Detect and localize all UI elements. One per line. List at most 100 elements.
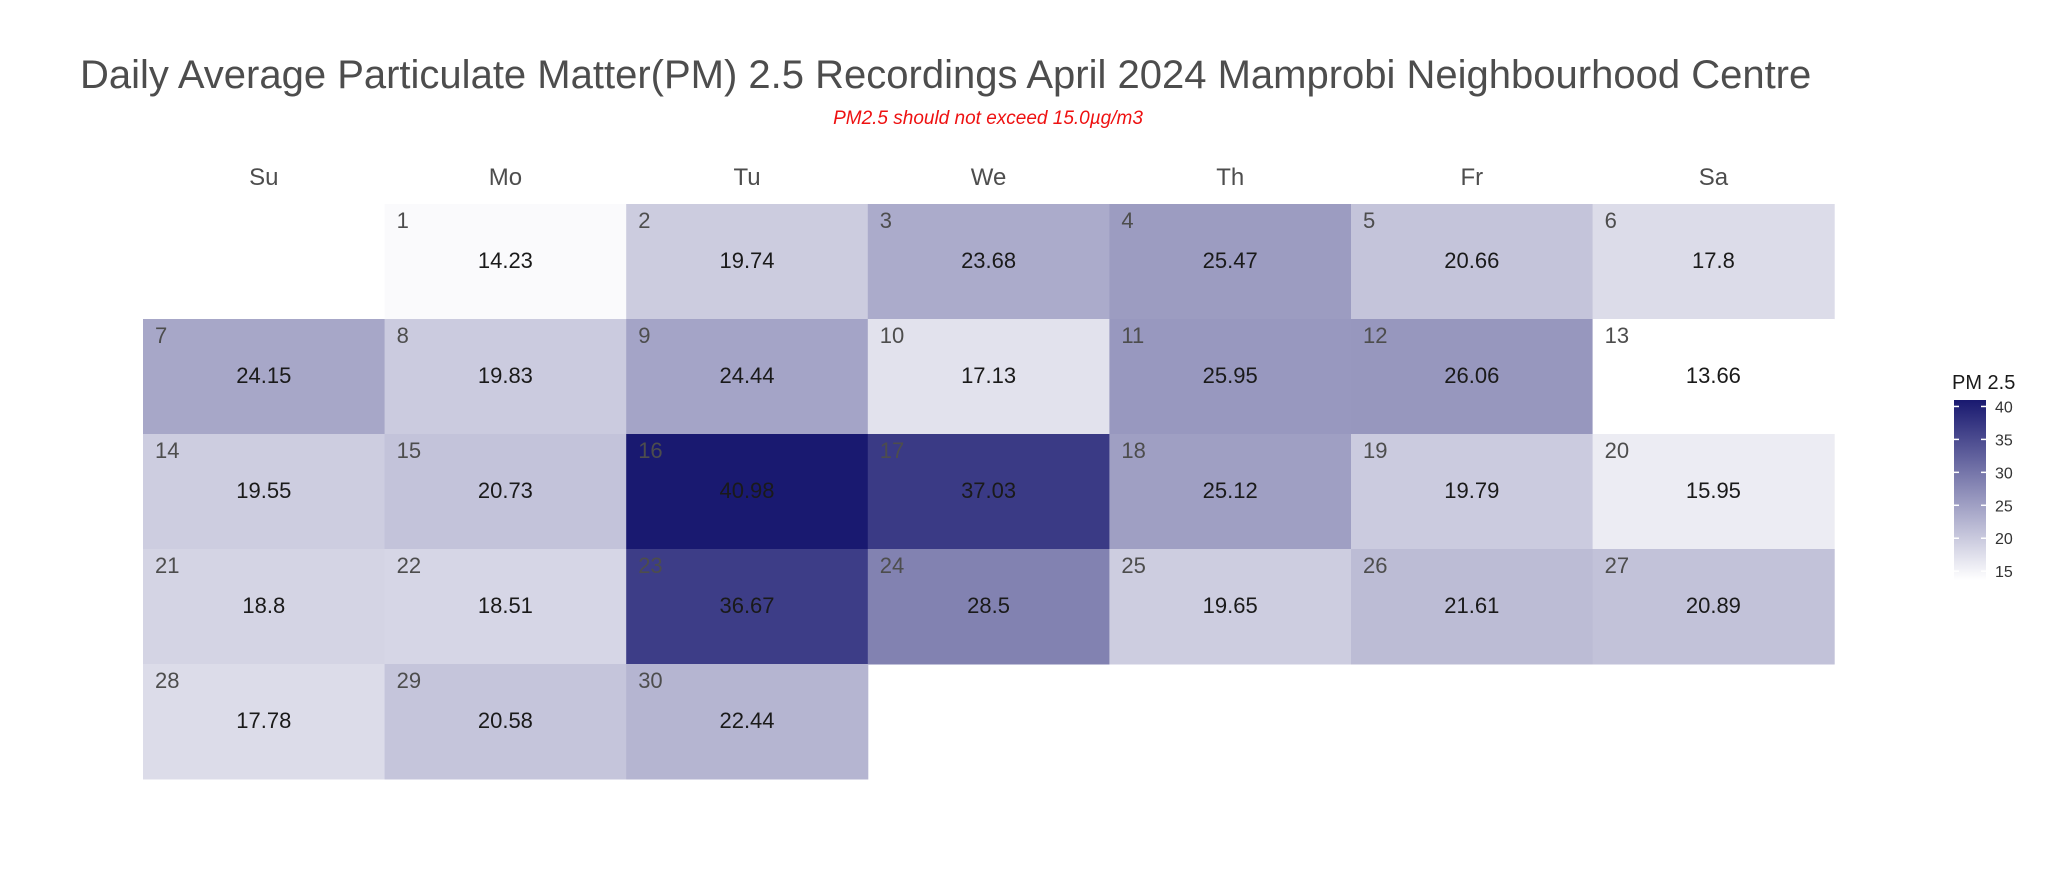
day-number-26: 26 bbox=[1363, 553, 1387, 578]
legend-ticks: 15 20 25 30 35 40 bbox=[1954, 399, 2013, 581]
day-value-15: 20.73 bbox=[478, 478, 533, 503]
day-number-11: 11 bbox=[1121, 323, 1144, 348]
day-value-9: 24.44 bbox=[719, 363, 774, 388]
day-value-26: 21.61 bbox=[1444, 593, 1499, 618]
weekday-header-mo: Mo bbox=[489, 164, 522, 191]
day-number-2: 2 bbox=[638, 208, 650, 233]
legend-tick-label-35: 35 bbox=[1995, 432, 2013, 449]
day-value-25: 19.65 bbox=[1203, 593, 1258, 618]
calendar-day-19: 19 19.79 bbox=[1351, 434, 1594, 550]
day-value-7: 24.15 bbox=[236, 363, 291, 388]
day-cell-6 bbox=[1592, 204, 1835, 320]
day-number-4: 4 bbox=[1121, 208, 1133, 233]
weekday-header-fr: Fr bbox=[1460, 164, 1483, 191]
day-value-4: 25.47 bbox=[1203, 248, 1258, 273]
calendar-day-9: 924.44 bbox=[626, 319, 869, 435]
calendar-day-4: 425.47 bbox=[1109, 204, 1352, 320]
legend-tick-label-20: 20 bbox=[1995, 531, 2013, 548]
day-cell-28 bbox=[143, 664, 386, 780]
day-cell-27 bbox=[1592, 549, 1835, 665]
day-cell-13 bbox=[1592, 319, 1835, 435]
day-number-29: 29 bbox=[397, 668, 421, 693]
calendar-day-21: 21 18.8 bbox=[143, 549, 386, 665]
legend-color-bar bbox=[1954, 400, 1986, 580]
day-cell-12 bbox=[1351, 319, 1594, 435]
calendar-cells: 114.23219.74323.68425.47520.66617.8724.1… bbox=[143, 204, 1835, 780]
weekday-header-sa: Sa bbox=[1699, 164, 1729, 191]
weekday-header-th: Th bbox=[1216, 164, 1244, 191]
day-cell-1 bbox=[384, 204, 627, 320]
day-cell-23 bbox=[626, 549, 869, 665]
calendar-day-5: 520.66 bbox=[1351, 204, 1594, 320]
day-number-22: 22 bbox=[397, 553, 421, 578]
day-value-24: 28.5 bbox=[967, 593, 1010, 618]
day-number-13: 13 bbox=[1605, 323, 1629, 348]
calendar-day-7: 724.15 bbox=[143, 319, 386, 435]
day-number-16: 16 bbox=[638, 438, 662, 463]
day-value-3: 23.68 bbox=[961, 248, 1016, 273]
day-value-16: 40.98 bbox=[719, 478, 774, 503]
legend-tick-label-40: 40 bbox=[1995, 399, 2013, 416]
calendar-day-22: 22 18.51 bbox=[384, 549, 627, 665]
day-number-7: 7 bbox=[155, 323, 167, 348]
day-cell-22 bbox=[384, 549, 627, 665]
calendar-day-25: 25 19.65 bbox=[1109, 549, 1352, 665]
day-value-21: 18.8 bbox=[242, 593, 285, 618]
day-number-14: 14 bbox=[155, 438, 179, 463]
day-number-8: 8 bbox=[397, 323, 409, 348]
day-value-27: 20.89 bbox=[1686, 593, 1741, 618]
day-value-30: 22.44 bbox=[719, 708, 774, 733]
day-value-5: 20.66 bbox=[1444, 248, 1499, 273]
day-number-9: 9 bbox=[638, 323, 650, 348]
calendar-day-12: 12 26.06 bbox=[1351, 319, 1594, 435]
day-cell-5 bbox=[1351, 204, 1594, 320]
day-value-18: 25.12 bbox=[1203, 478, 1258, 503]
day-value-29: 20.58 bbox=[478, 708, 533, 733]
day-cell-15 bbox=[384, 434, 627, 550]
day-cell-29 bbox=[384, 664, 627, 780]
day-cell-10 bbox=[867, 319, 1110, 435]
calendar-day-30: 30 22.44 bbox=[626, 664, 869, 780]
day-cell-24 bbox=[867, 549, 1110, 665]
calendar-day-28: 28 17.78 bbox=[143, 664, 386, 780]
day-number-28: 28 bbox=[155, 668, 179, 693]
legend: PM 2.5 15 20 25 30 35 40 bbox=[1952, 372, 2015, 581]
day-number-23: 23 bbox=[638, 553, 662, 578]
day-number-1: 1 bbox=[397, 208, 409, 233]
weekday-header-tu: Tu bbox=[733, 164, 760, 191]
legend-tick-label-15: 15 bbox=[1995, 564, 2013, 581]
day-number-5: 5 bbox=[1363, 208, 1375, 233]
calendar-day-2: 219.74 bbox=[626, 204, 869, 320]
calendar-day-10: 10 17.13 bbox=[867, 319, 1110, 435]
day-number-6: 6 bbox=[1605, 208, 1617, 233]
day-cell-8 bbox=[384, 319, 627, 435]
calendar-day-11: 11 25.95 bbox=[1109, 319, 1352, 435]
day-cell-14 bbox=[143, 434, 386, 550]
day-value-22: 18.51 bbox=[478, 593, 533, 618]
day-number-18: 18 bbox=[1121, 438, 1145, 463]
day-number-20: 20 bbox=[1605, 438, 1629, 463]
legend-title: PM 2.5 bbox=[1952, 372, 2015, 394]
day-value-10: 17.13 bbox=[961, 363, 1016, 388]
day-value-14: 19.55 bbox=[236, 478, 291, 503]
day-number-3: 3 bbox=[880, 208, 892, 233]
day-value-6: 17.8 bbox=[1692, 248, 1735, 273]
day-value-17: 37.03 bbox=[961, 478, 1016, 503]
day-number-17: 17 bbox=[880, 438, 904, 463]
day-cell-19 bbox=[1351, 434, 1594, 550]
calendar-day-17: 17 37.03 bbox=[867, 434, 1110, 550]
day-cell-7 bbox=[143, 319, 386, 435]
calendar-day-6: 617.8 bbox=[1592, 204, 1835, 320]
day-cell-2 bbox=[626, 204, 869, 320]
weekday-headers: Su Mo Tu We Th Fr Sa bbox=[249, 164, 1729, 191]
day-value-20: 15.95 bbox=[1686, 478, 1741, 503]
legend-tick-label-30: 30 bbox=[1995, 465, 2013, 482]
day-number-27: 27 bbox=[1605, 553, 1629, 578]
day-cell-4 bbox=[1109, 204, 1352, 320]
weekday-header-we: We bbox=[971, 164, 1007, 191]
calendar-day-15: 15 20.73 bbox=[384, 434, 627, 550]
calendar-day-26: 26 21.61 bbox=[1351, 549, 1594, 665]
day-value-19: 19.79 bbox=[1444, 478, 1499, 503]
calendar-day-23: 23 36.67 bbox=[626, 549, 869, 665]
